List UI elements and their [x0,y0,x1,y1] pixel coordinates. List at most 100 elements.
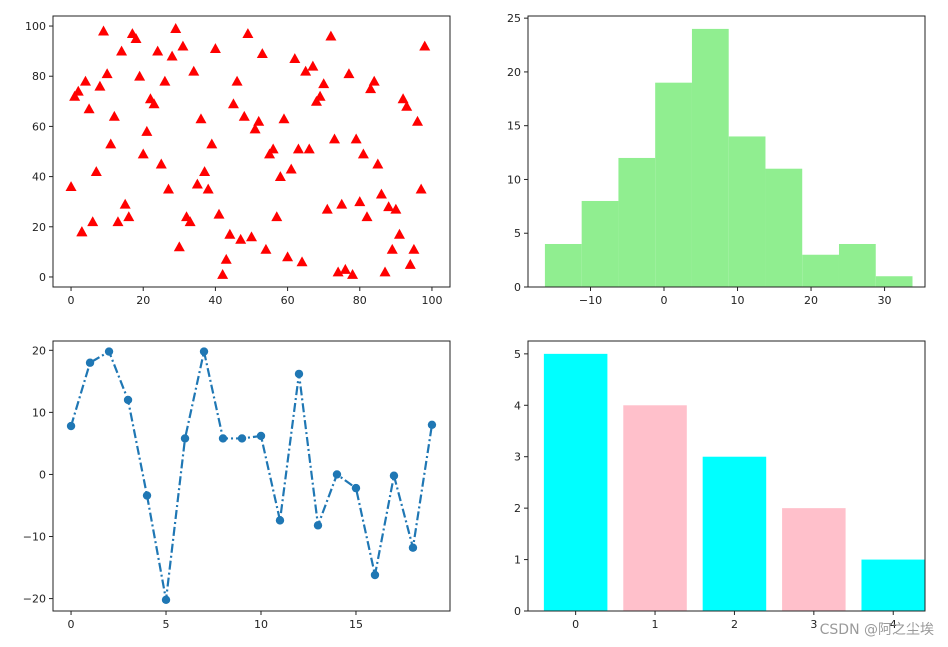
scatter-point [170,23,182,33]
x-tick-label: 15 [349,618,363,631]
scatter-point [123,211,135,222]
bar [702,456,767,611]
x-tick-label: 0 [68,294,75,307]
scatter-point [393,228,405,239]
scatter-point [159,75,171,86]
plot-area [53,16,450,287]
scatter-point [415,183,427,194]
series-point [275,516,285,525]
series-point [332,470,342,479]
scatter-point [191,178,203,189]
scatter-point [390,203,402,214]
scatter-point [321,203,333,214]
series-point [85,358,95,367]
x-tick-label: 80 [353,294,367,307]
subplot-4: 0 1 2 3 4 0 1 2 3 4 5 [514,340,926,631]
x-tick-label: 20 [136,294,150,307]
x-tick-label: 0 [68,618,75,631]
x-tick-label: 60 [281,294,295,307]
scatter-point [368,75,380,86]
scatter-point [397,93,409,104]
series-point [237,434,247,443]
bar [623,405,687,611]
scatter-point [408,243,420,254]
scatter-point [227,98,239,109]
scatter-point [87,216,99,227]
y-tick-label: 5 [514,348,521,361]
scatter-point [119,198,131,209]
scatter-point [383,201,395,212]
scatter-point [235,233,247,244]
histogram-bar [728,136,766,287]
series-point [294,369,304,379]
x-tick-label: 4 [890,618,897,631]
scatter-point [350,133,362,144]
x-tick-label: 5 [163,618,170,631]
subplot-1: 0 20 40 60 80 100 0 20 40 60 80 100 [25,15,451,307]
scatter-point [274,171,286,181]
scatter-point [336,198,348,209]
scatter-point [361,211,373,222]
series-line [69,349,434,601]
plot-area [53,341,450,611]
scatter-point [347,268,359,279]
scatter-point [199,166,211,176]
scatter-point [267,143,279,154]
scatter-point [332,266,344,277]
scatter-point [72,85,84,96]
scatter-point [202,183,214,194]
series-point [351,483,361,493]
y-tick-label: 0 [514,281,521,294]
histogram-bar [838,243,876,287]
series-point [389,471,399,480]
x-tick-label: 0 [572,618,579,631]
scatter-point [155,158,167,169]
scatter-point [386,243,398,254]
scatter-point [310,95,322,106]
scatter-point [162,183,174,194]
y-tick-label: −10 [23,531,46,544]
scatter-point [242,28,254,38]
histogram-bar [765,168,803,287]
y-tick-label: 0 [514,605,521,618]
y-tick-label: 15 [507,120,521,133]
x-tick-label: 0 [661,294,668,307]
scatter-point [339,263,351,274]
scatter-point [357,148,369,159]
scatter-point [419,40,431,51]
x-tick-label: 20 [804,294,818,307]
y-tick-label: 10 [32,406,46,419]
series-point [180,434,190,443]
scatter-point [184,216,196,227]
scatter-point [325,30,337,41]
scatter-point [278,113,290,124]
y-tick-label: 20 [507,66,521,79]
series-point [370,570,380,580]
bar [861,559,925,611]
scatter-point [173,241,185,252]
scatter-point [318,78,330,89]
series-point [142,491,152,500]
y-tick-label: 100 [25,20,46,33]
axes-frame [52,340,451,612]
subplot-3: 0 5 10 15 −20 −10 0 10 20 [23,340,451,631]
scatter-point [314,90,326,101]
scatter-point [206,138,218,149]
y-tick-label: 20 [32,221,46,234]
scatter-point [404,258,416,269]
histogram-bar [875,276,913,287]
histogram-bar [618,157,656,287]
scatter-point [209,43,221,54]
bar [543,353,608,611]
scatter-point [195,113,207,124]
x-tick-label: 40 [208,294,222,307]
series-point [161,595,171,605]
y-tick-label: 80 [32,70,46,83]
scatter-point [76,226,88,237]
scatter-point [343,68,355,79]
y-tick-label: 1 [514,554,521,567]
histogram-bar [655,82,692,287]
scatter-point [285,163,297,174]
subplot-2: −10 0 10 20 30 0 5 10 15 20 25 [507,12,926,307]
scatter-point [220,253,232,264]
